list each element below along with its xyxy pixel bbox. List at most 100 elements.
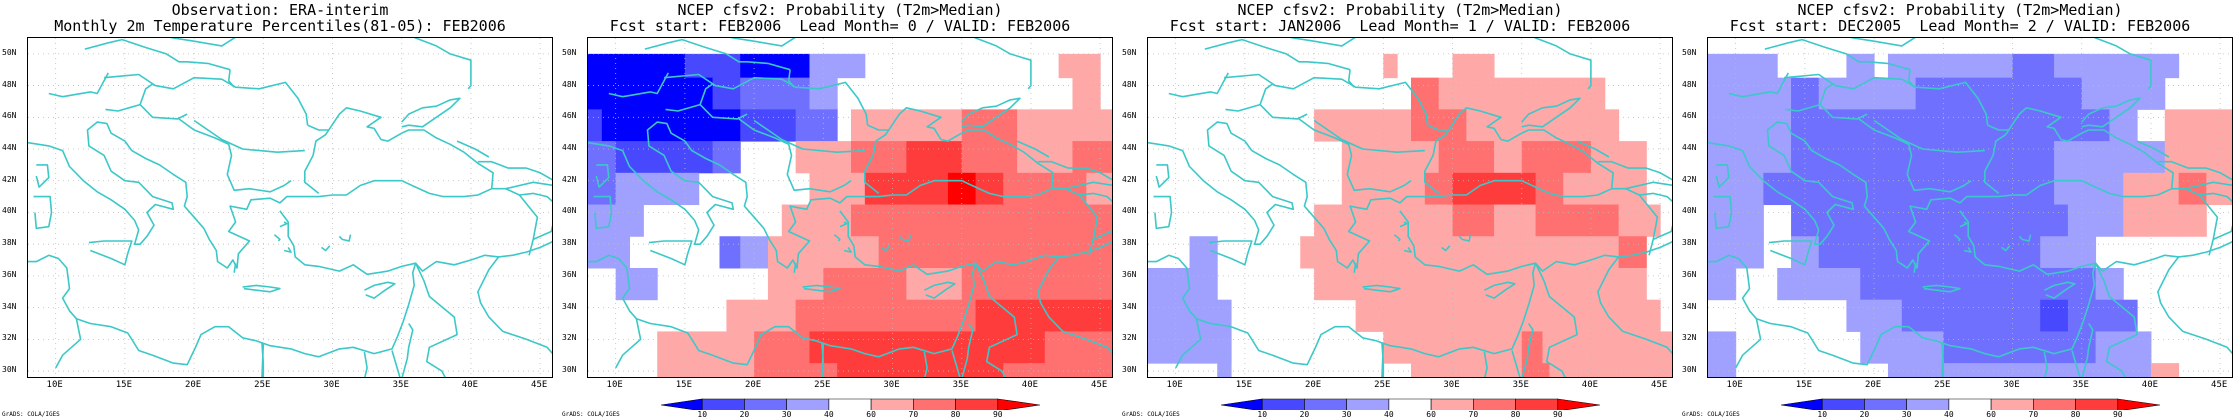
lat-tick-label: 40N — [1122, 206, 1137, 216]
coastline — [881, 245, 891, 252]
lon-tick-label: 25E — [1374, 380, 1391, 390]
coastline — [753, 119, 865, 153]
probability-cell — [657, 172, 700, 206]
lon-tick-label: 10E — [1726, 380, 1743, 390]
probability-cell — [1915, 141, 2000, 174]
coastline — [1858, 118, 1972, 193]
probability-cell — [1915, 109, 2110, 142]
lat-tick-label: 32N — [1122, 333, 1137, 343]
probability-cell — [2150, 363, 2180, 377]
lat-tick-label: 46N — [2, 111, 17, 121]
map-frame — [587, 37, 1113, 378]
probability-cell — [1424, 236, 1564, 269]
coastline — [1037, 256, 1112, 355]
colorbar-segment — [1346, 398, 1390, 410]
probability-cell — [1494, 204, 1537, 237]
probability-cell — [1791, 141, 1861, 174]
coastline — [456, 140, 490, 158]
lon-tick-label: 15E — [675, 380, 693, 390]
coastline — [1768, 240, 1813, 266]
coastline — [391, 350, 401, 377]
lat-tick-label: 34N — [1122, 301, 1137, 311]
lat-tick-label: 48N — [1122, 79, 1137, 89]
probability-cell — [1818, 77, 1917, 110]
colorbar-segment — [2075, 398, 2119, 410]
coastline — [2212, 225, 2232, 241]
coastline — [1078, 194, 1099, 256]
lon-tick-label: 45E — [531, 380, 548, 390]
map-svg — [1708, 38, 2232, 377]
probability-cell — [1887, 363, 2097, 377]
probability-cell — [1189, 236, 1218, 301]
probability-cell — [1708, 363, 1737, 377]
colorbar-tick-label: 20 — [739, 410, 750, 419]
coastline — [1638, 194, 1659, 256]
colorbar-tick-label: 60 — [1986, 410, 1996, 419]
coastline — [2157, 256, 2232, 355]
coastline — [1611, 187, 1672, 203]
coastline — [1174, 318, 1202, 369]
probability-cell — [1003, 363, 1112, 377]
coastline — [839, 221, 848, 228]
probability-cell — [1521, 141, 1592, 174]
panel-title-line2: Fcst start: JAN2006 Lead Month= 1 / VALI… — [1169, 17, 1631, 35]
probability-cell — [1411, 109, 1467, 142]
probability-cell — [1355, 299, 1398, 332]
probability-cell — [2109, 141, 2166, 174]
lat-tick-label: 30N — [2, 365, 17, 375]
coastline — [2043, 351, 2048, 377]
coastline — [1298, 118, 1412, 193]
colorbar-segment — [1430, 398, 1474, 410]
lat-tick-label: 36N — [1122, 269, 1137, 279]
coastline — [363, 351, 368, 377]
coastline — [1441, 245, 1451, 252]
colorbar-tick-label: 80 — [2070, 410, 2081, 419]
probability-cell — [1735, 109, 1792, 142]
coastline — [595, 164, 610, 188]
coastline — [2081, 323, 2094, 377]
probability-cell — [1542, 331, 1672, 364]
lat-tick-label: 34N — [2, 301, 17, 311]
probability-cell — [1355, 109, 1412, 142]
probability-cell — [1030, 267, 1112, 301]
coastline — [1347, 69, 1355, 88]
coastline — [2171, 187, 2232, 203]
probability-cell — [961, 204, 1004, 237]
probability-cell — [934, 141, 963, 174]
colorbar-tick-label: 30 — [1341, 410, 1352, 419]
lon-tick-label: 30E — [1443, 380, 1460, 390]
coastline — [898, 234, 912, 242]
probability-cell — [795, 299, 838, 332]
lat-tick-label: 48N — [1682, 79, 1697, 89]
lon-tick-label: 40E — [1581, 380, 1599, 390]
probability-cell — [1314, 267, 1357, 301]
coastline — [2198, 194, 2219, 256]
probability-cell — [1189, 299, 1232, 332]
probability-cell — [588, 77, 658, 110]
lon-tick-label: 40E — [1021, 380, 1039, 390]
coastline — [1065, 181, 1112, 190]
panel-forecast-lead0: NCEP cfsv2: Probability (T2m>Median) Fcs… — [560, 0, 1120, 420]
lon-tick-label: 15E — [115, 380, 133, 390]
coastline — [1922, 284, 1961, 293]
probability-cell — [1590, 204, 1620, 237]
lat-tick-label: 42N — [1682, 174, 1697, 184]
colorbar-segment — [1473, 398, 1516, 410]
coastline — [1708, 121, 2173, 269]
map-svg — [588, 38, 1112, 377]
probability-cell — [1017, 236, 1060, 269]
lon-tick-label: 15E — [1235, 380, 1253, 390]
panel-title-line2: Fcst start: DEC2005 Lead Month= 2 / VALI… — [1729, 17, 2191, 35]
probability-cell — [1735, 172, 1764, 206]
coastline — [2044, 281, 2076, 299]
lat-tick-label: 46N — [1682, 111, 1697, 121]
probability-cell — [920, 172, 949, 206]
probability-cell — [1708, 53, 1778, 79]
coastline — [1259, 104, 1308, 120]
probability-cell — [1708, 267, 1737, 301]
coastline — [961, 323, 974, 377]
probability-cell — [2067, 299, 2138, 332]
colorbar-tick-label: 10 — [1257, 410, 1268, 419]
probability-cell — [1846, 53, 1875, 79]
coastline — [1953, 234, 1961, 242]
